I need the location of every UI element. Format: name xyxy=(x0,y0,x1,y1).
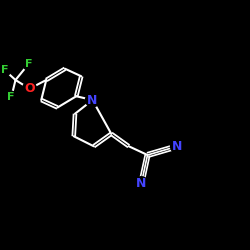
Text: N: N xyxy=(172,140,183,153)
Circle shape xyxy=(5,91,18,104)
Circle shape xyxy=(86,93,100,107)
Text: O: O xyxy=(24,82,35,95)
Text: F: F xyxy=(25,59,32,69)
Circle shape xyxy=(134,177,148,191)
Circle shape xyxy=(22,82,36,96)
Circle shape xyxy=(22,58,35,70)
Text: N: N xyxy=(136,177,146,190)
Circle shape xyxy=(0,64,11,76)
Text: N: N xyxy=(87,94,98,106)
Text: F: F xyxy=(8,92,15,102)
Circle shape xyxy=(170,139,184,153)
Text: F: F xyxy=(1,65,8,75)
